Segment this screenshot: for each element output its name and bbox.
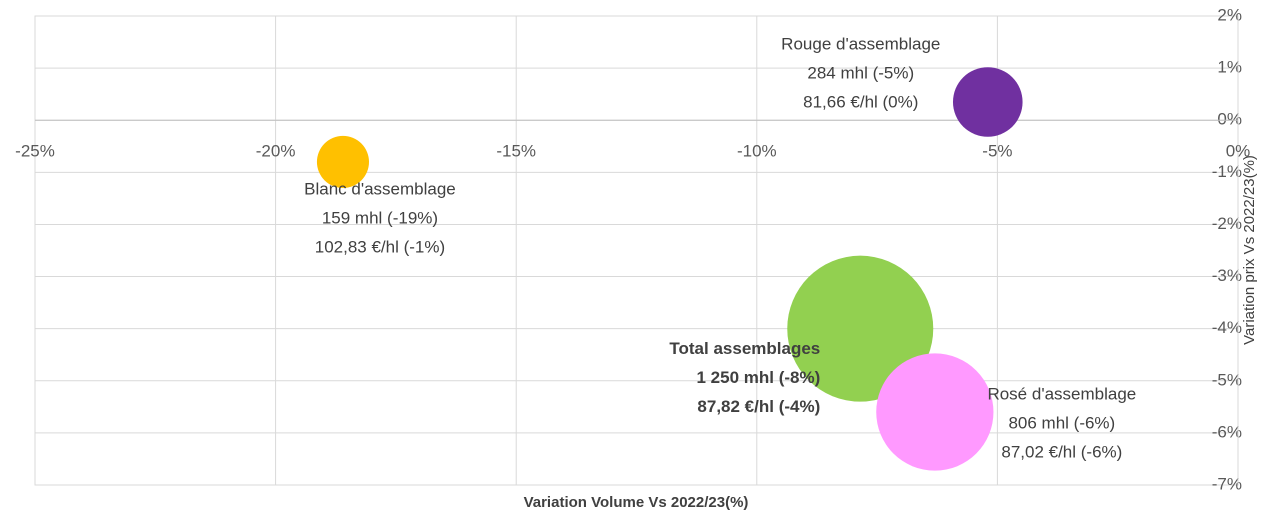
bubble: [316, 135, 370, 188]
data-label: 1 250 mhl (-8%): [696, 368, 820, 387]
x-axis-title: Variation Volume Vs 2022/23(%): [524, 494, 749, 511]
y-axis-title: Variation prix Vs 2022/23(%): [1241, 155, 1258, 345]
x-tick-label: -15%: [496, 142, 536, 161]
data-label: 284 mhl (-5%): [807, 63, 914, 82]
x-tick-label: -10%: [737, 142, 777, 161]
data-label: 87,82 €/hl (-4%): [697, 397, 820, 416]
data-label: 159 mhl (-19%): [322, 208, 438, 227]
data-label: Total assemblages: [669, 339, 820, 358]
data-label: 87,02 €/hl (-6%): [1001, 443, 1122, 462]
data-label: Rouge d'assemblage: [781, 34, 940, 53]
y-tick-label: -6%: [1212, 422, 1242, 441]
x-tick-label: -5%: [982, 142, 1012, 161]
data-label: 102,83 €/hl (-1%): [315, 237, 445, 256]
y-tick-label: -5%: [1212, 370, 1242, 389]
y-tick-label: -3%: [1212, 266, 1242, 285]
data-label: Rosé d'assemblage: [987, 385, 1136, 404]
bubble: [952, 67, 1023, 137]
data-label: Blanc d'assemblage: [304, 179, 456, 198]
bubble: [876, 353, 994, 471]
x-tick-label: -20%: [256, 142, 296, 161]
y-tick-label: -1%: [1212, 162, 1242, 181]
data-label: 806 mhl (-6%): [1008, 414, 1115, 433]
x-tick-label: -25%: [15, 142, 55, 161]
data-label: 81,66 €/hl (0%): [803, 92, 918, 111]
bubble: [787, 255, 934, 402]
x-tick-label: 0%: [1226, 142, 1251, 161]
y-tick-label: 1%: [1217, 58, 1242, 77]
y-tick-label: 2%: [1217, 5, 1242, 24]
y-tick-label: -7%: [1212, 474, 1242, 493]
y-tick-label: -4%: [1212, 318, 1242, 337]
y-tick-label: 0%: [1217, 110, 1242, 129]
y-tick-label: -2%: [1212, 214, 1242, 233]
